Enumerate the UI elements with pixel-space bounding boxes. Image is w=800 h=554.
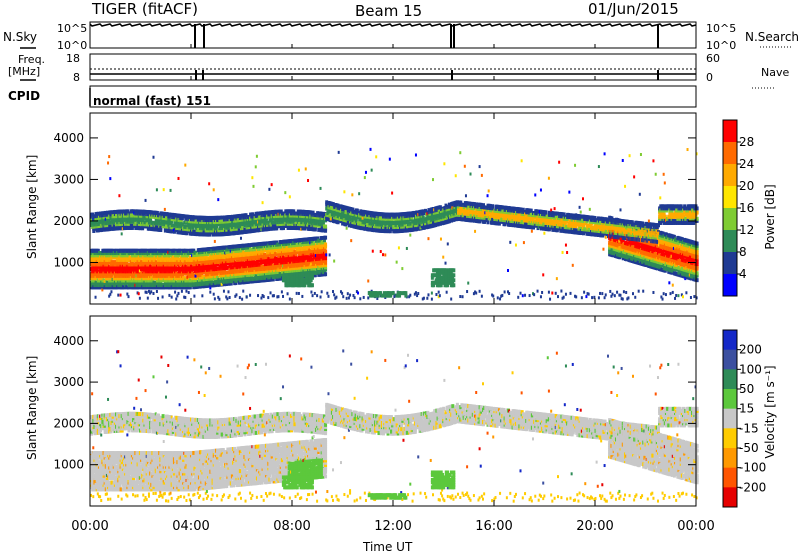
power-colorbar-tick-label: 4 [739,267,747,281]
velocity-colorbar-segment [723,369,737,390]
x-tick-label: 12:00 [374,519,411,534]
nsky-series [89,23,697,27]
velocity-heatmap [90,349,699,503]
velocity-colorbar-segment [723,349,737,370]
y-tick-label: 4000 [53,131,84,145]
power-colorbar-tick-label: 20 [739,179,754,193]
freq-unit: [MHz] [8,65,41,78]
power-colorbar-segment [723,274,737,297]
power-colorbar-tick-label: 28 [739,135,754,149]
y-tick-label: 3000 [53,172,84,186]
power-colorbar-tick-label: 8 [739,245,747,259]
velocity-colorbar-segment [723,408,737,429]
y-tick-label: 2000 [53,416,84,430]
velocity-colorbar-segment [723,330,737,351]
velocity-colorbar-tick-label: 50 [739,382,754,396]
power-colorbar-segment [723,164,737,187]
nsky-tick-top: 10^5 [57,22,88,35]
velocity-colorbar-segment [723,448,737,469]
nave-tick-top: 60 [706,52,720,65]
velocity-colorbar-tick-label: -200 [739,480,766,494]
nsky-tick-bottom: 10^0 [57,39,88,52]
date-label: 01/Jun/2015 [588,0,679,18]
power-colorbar-segment [723,252,737,275]
x-axis-label: Time UT [363,540,413,554]
freq-label: Freq. [18,53,46,66]
y-tick-label: 1000 [53,255,84,269]
y-tick-label: 3000 [53,375,84,389]
x-tick-label: 16:00 [475,519,512,534]
velocity-colorbar-segment [723,487,737,508]
power-colorbar-segment [723,142,737,165]
radar-title: TIGER (fitACF) [92,0,199,18]
velocity-colorbar-tick-label: 200 [739,343,762,357]
power-colorbar-segment [723,120,737,143]
x-tick-label: 08:00 [273,519,310,534]
nsearch-tick-top: 10^5 [706,22,737,35]
cpid-label: CPID [8,89,41,103]
velocity-colorbar-segment [723,428,737,449]
power-heatmap [90,147,699,301]
velocity-colorbar-segment [723,389,737,410]
nsearch-tick-bottom: 10^0 [706,39,737,52]
freq-tick-top: 18 [66,52,80,65]
y-tick-label: 2000 [53,214,84,228]
power-colorbar-segment [723,230,737,253]
y-tick-label: 1000 [53,458,84,472]
power-colorbar-segment [723,208,737,231]
nave-label: Nave [761,66,790,79]
freq-tick-bottom: 8 [73,71,80,84]
velocity-colorbar-tick-label: 100 [739,362,762,376]
beam-label: Beam 15 [355,2,423,20]
x-tick-label: 04:00 [172,519,209,534]
x-tick-label: 00:00 [71,519,108,534]
cpid-panel [89,85,697,108]
velocity-colorbar-tick-label: -15 [739,421,759,435]
velocity-colorbar-tick-label: -50 [739,441,759,455]
power-colorbar-tick-label: 16 [739,201,754,215]
velocity-colorbar-tick-label: 15 [739,402,754,416]
y-tick-label: 4000 [53,334,84,348]
power-colorbar-tick-label: 24 [739,157,754,171]
x-tick-label: 00:00 [677,519,714,534]
nave-tick-bottom: 0 [706,71,713,84]
cpid-text: normal (fast) 151 [93,94,211,108]
nsky-label: N.Sky [3,30,38,44]
power-colorbar-tick-label: 12 [739,223,754,237]
power-colorbar-segment [723,186,737,209]
nsearch-label: N.Search [745,30,800,44]
x-tick-label: 20:00 [576,519,613,534]
velocity-colorbar-tick-label: -100 [739,461,766,475]
velocity-colorbar-frame [722,329,738,508]
velocity-colorbar-segment [723,467,737,488]
